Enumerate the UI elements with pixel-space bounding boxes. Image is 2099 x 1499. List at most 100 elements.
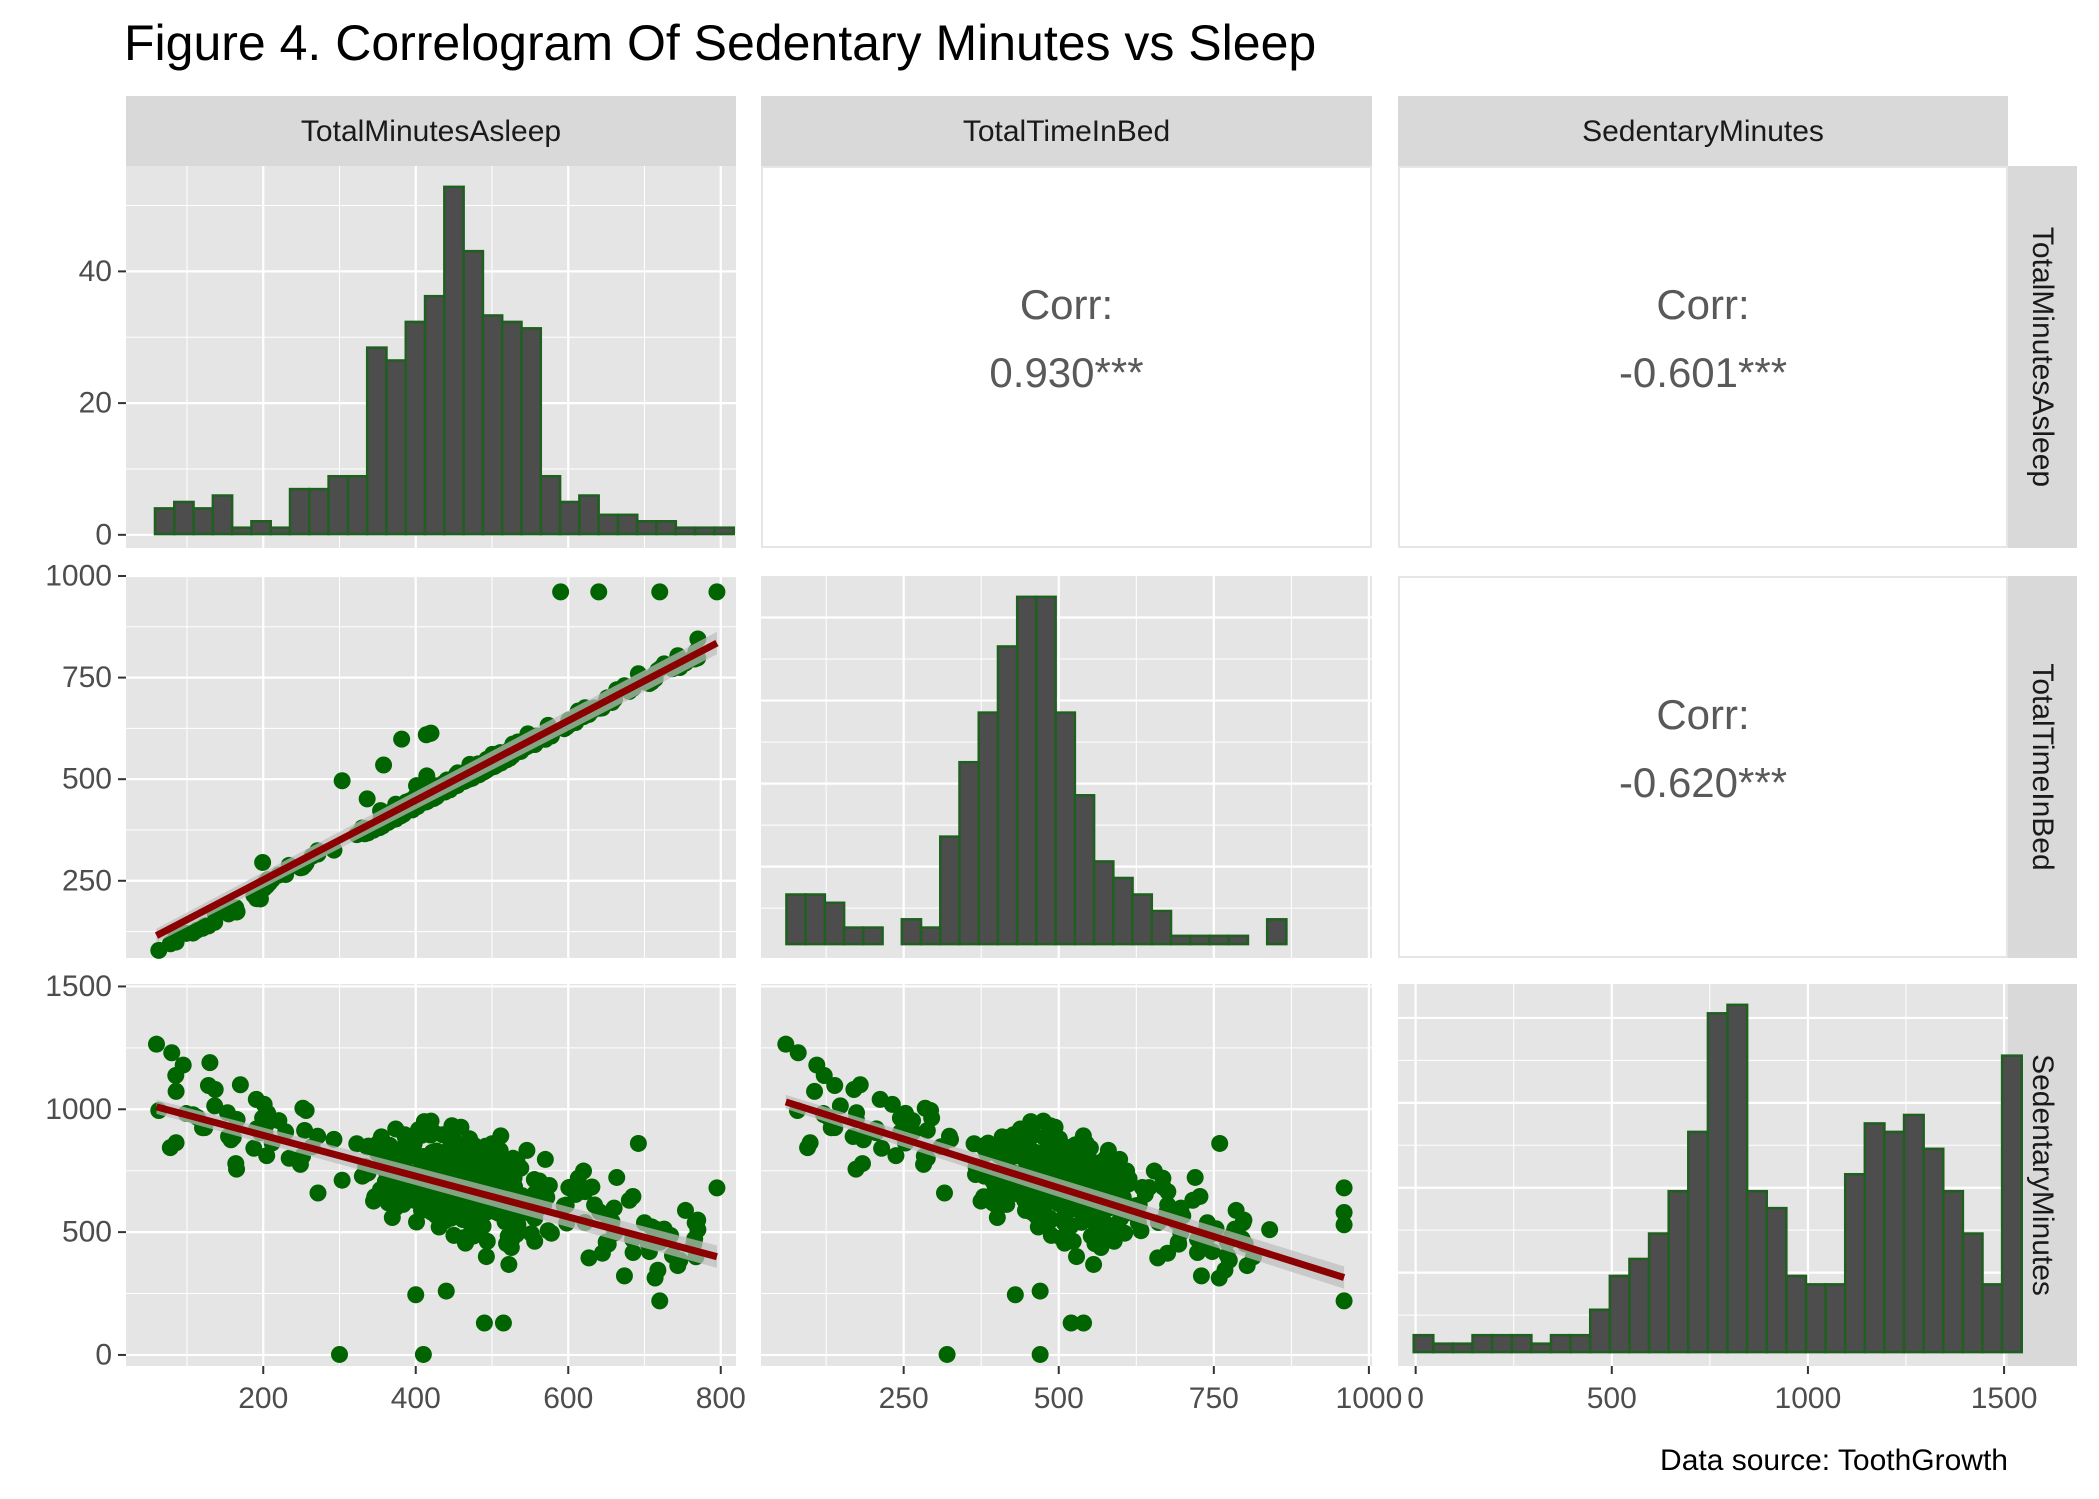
data-point	[1235, 1211, 1253, 1229]
data-point	[1063, 1140, 1081, 1158]
data-point	[851, 1076, 869, 1094]
data-point	[526, 1232, 544, 1250]
histogram-bar	[1628, 1257, 1651, 1354]
data-point	[1031, 1345, 1049, 1363]
histogram-bar	[308, 487, 330, 536]
corr-panel-0-1	[761, 166, 1372, 548]
data-point	[552, 583, 570, 601]
data-point	[437, 1282, 455, 1300]
scatter-2-1	[777, 1035, 1353, 1363]
data-point	[228, 1160, 246, 1178]
data-point	[935, 1184, 953, 1202]
data-point	[297, 1102, 315, 1120]
data-point	[421, 724, 439, 742]
strip-col-label: TotalTimeInBed	[963, 115, 1170, 148]
data-point	[1081, 1139, 1099, 1157]
data-point	[1261, 1221, 1279, 1239]
histogram-bar	[153, 507, 176, 536]
corr-value: 0.930***	[989, 349, 1143, 396]
histogram-bar	[1471, 1333, 1494, 1354]
histogram-bar	[481, 314, 504, 536]
histogram-TotalMinutesAsleep	[153, 185, 735, 536]
data-point	[201, 1054, 219, 1072]
data-point	[1216, 1261, 1234, 1279]
histogram-bar	[1647, 1232, 1670, 1354]
data-point	[518, 1141, 536, 1159]
histogram-bar	[211, 494, 234, 536]
histogram-bar	[616, 513, 639, 536]
corr-panel-0-2	[1398, 166, 2008, 548]
data-point	[1132, 1222, 1150, 1240]
trend-line	[154, 639, 719, 939]
histogram-bar	[1073, 794, 1096, 946]
histogram-bar	[1706, 1012, 1729, 1354]
trend-line	[155, 1103, 718, 1261]
data-point	[427, 1206, 445, 1224]
data-point	[708, 583, 726, 601]
data-point	[1335, 1216, 1353, 1234]
data-point	[440, 1152, 458, 1170]
strip-row-TotalTimeInBed	[2008, 576, 2077, 958]
y-tick-label: 0	[95, 1338, 112, 1371]
data-point	[358, 1138, 376, 1156]
histogram-bar	[1265, 918, 1288, 946]
corr-value: -0.620***	[1619, 759, 1787, 806]
strip-col-label: SedentaryMinutes	[1582, 115, 1824, 148]
data-point	[379, 1182, 397, 1200]
x-tick-label: 1000	[1336, 1382, 1403, 1415]
data-point	[560, 1179, 578, 1197]
histogram-bar	[1054, 711, 1077, 946]
data-point	[689, 1221, 707, 1239]
corr-label: Corr:	[1656, 281, 1749, 328]
histogram-bar	[785, 893, 807, 946]
y-tick-label: 20	[79, 387, 112, 420]
histogram-bar	[1902, 1113, 1925, 1354]
data-point	[206, 1097, 224, 1115]
data-point	[407, 1286, 425, 1304]
histogram-bar	[558, 500, 581, 536]
data-point	[597, 1234, 615, 1252]
y-tick-label: 750	[62, 661, 112, 694]
histogram-bar	[1227, 934, 1250, 946]
data-point	[1052, 1229, 1070, 1247]
corr-label: Corr:	[1020, 281, 1113, 328]
data-point	[1192, 1267, 1210, 1285]
data-point	[975, 1188, 993, 1206]
data-point	[494, 1314, 512, 1332]
strip-col-TotalTimeInBed	[761, 96, 1372, 166]
data-point	[1116, 1224, 1134, 1242]
data-point	[1027, 1206, 1045, 1224]
histogram-bar	[674, 526, 697, 536]
histogram-bar	[1490, 1333, 1514, 1354]
histogram-bar	[1015, 595, 1038, 946]
histogram-bar	[1961, 1232, 1984, 1354]
histogram-bar	[1843, 1172, 1867, 1354]
histogram-bar	[346, 474, 369, 536]
histogram-bar	[1112, 876, 1134, 946]
data-point	[624, 1187, 642, 1205]
panel-grid: TotalMinutesAsleep TotalTimeInBed Sedentar…	[45, 96, 2077, 1415]
data-point	[375, 756, 393, 774]
x-tick-label: 750	[1189, 1382, 1239, 1415]
histogram-bar	[842, 926, 865, 946]
data-point	[847, 1160, 865, 1178]
data-point	[440, 1129, 458, 1147]
y-tick-label: 1500	[45, 970, 112, 1003]
histogram-bar	[1667, 1189, 1690, 1354]
data-point	[651, 583, 669, 601]
histogram-bar	[1785, 1274, 1808, 1354]
data-point	[366, 1188, 384, 1206]
histogram-bar	[1549, 1333, 1572, 1354]
data-point	[651, 1292, 669, 1310]
data-point	[1238, 1257, 1256, 1275]
data-point	[1068, 1248, 1086, 1266]
data-point	[148, 1035, 165, 1053]
histogram-bar	[1569, 1333, 1592, 1354]
histogram-bar	[1588, 1308, 1612, 1354]
histogram-bar	[1530, 1342, 1553, 1354]
data-point	[1027, 1155, 1045, 1173]
data-point	[492, 1127, 510, 1145]
x-tick-label: 800	[696, 1382, 746, 1415]
data-point	[488, 1163, 506, 1181]
histogram-bar	[1510, 1333, 1533, 1354]
